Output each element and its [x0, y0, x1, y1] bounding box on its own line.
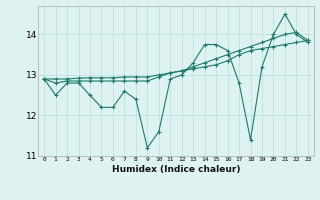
- X-axis label: Humidex (Indice chaleur): Humidex (Indice chaleur): [112, 165, 240, 174]
